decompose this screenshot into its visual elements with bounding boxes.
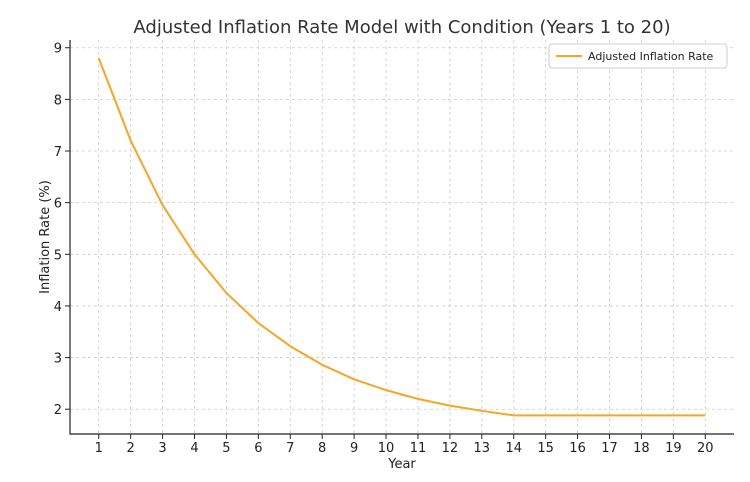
x-tick-label: 13	[474, 441, 491, 456]
x-tick-label: 9	[350, 441, 358, 456]
y-tick-label: 3	[54, 352, 62, 367]
x-tick-label: 1	[95, 441, 103, 456]
y-tick-label: 9	[54, 42, 62, 57]
x-tick-label: 19	[665, 441, 682, 456]
x-tick-label: 15	[537, 441, 554, 456]
x-tick-label: 11	[410, 441, 427, 456]
series	[97, 57, 706, 417]
series-line	[97, 57, 706, 417]
chart-title: Adjusted Inflation Rate Model with Condi…	[133, 17, 670, 38]
y-tick-label: 8	[54, 93, 62, 108]
x-tick-label: 16	[569, 441, 586, 456]
y-tick-label: 6	[54, 197, 62, 212]
x-tick-label: 18	[633, 441, 650, 456]
x-tick-label: 20	[697, 441, 714, 456]
legend-label: Adjusted Inflation Rate	[588, 50, 714, 63]
y-tick-label: 7	[54, 145, 62, 160]
x-tick-label: 4	[190, 441, 198, 456]
x-tick-label: 7	[286, 441, 294, 456]
legend: Adjusted Inflation Rate	[548, 43, 728, 69]
legend-box	[548, 43, 728, 69]
x-tick-label: 14	[505, 441, 522, 456]
axis-frame	[69, 40, 734, 435]
x-tick-label: 6	[254, 441, 262, 456]
x-tick-label: 5	[222, 441, 230, 456]
axes	[69, 40, 734, 435]
x-axis-label: Year	[387, 457, 416, 472]
x-tick-label: 3	[158, 441, 166, 456]
x-tick-label: 10	[378, 441, 395, 456]
y-axis-label: Inflation Rate (%)	[38, 180, 53, 294]
y-tick-label: 4	[54, 300, 62, 315]
x-tick-label: 8	[318, 441, 326, 456]
grid	[70, 40, 734, 434]
x-tick-label: 2	[127, 441, 135, 456]
x-tick-label: 12	[442, 441, 459, 456]
y-tick-label: 5	[54, 248, 62, 263]
y-tick-label: 2	[54, 403, 62, 418]
x-tick-label: 17	[601, 441, 618, 456]
